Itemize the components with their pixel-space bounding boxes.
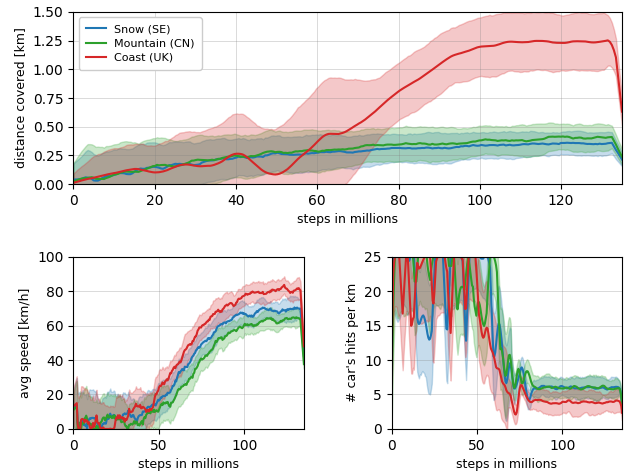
Mountain (CN) [216,156,224,162]
X-axis label: steps in millions: steps in millions [138,458,239,471]
Snow (SE) [447,146,454,151]
Snow (SE) [155,165,163,171]
Y-axis label: distance covered [km]: distance covered [km] [14,27,27,168]
X-axis label: steps in millions: steps in millions [456,458,557,471]
Coast (UK) [90,175,98,181]
Coast (UK) [618,109,626,115]
Line: Mountain (CN): Mountain (CN) [73,137,622,181]
Coast (UK) [257,166,265,172]
Line: Coast (UK): Coast (UK) [73,40,622,183]
Legend: Snow (SE), Mountain (CN), Coast (UK): Snow (SE), Mountain (CN), Coast (UK) [79,18,202,70]
Snow (SE) [218,155,226,161]
Snow (SE) [94,178,101,183]
Mountain (CN) [70,178,77,184]
Mountain (CN) [90,175,98,181]
Snow (SE) [618,157,626,163]
Mountain (CN) [383,142,391,147]
Snow (SE) [259,154,267,160]
Y-axis label: avg speed [km/h]: avg speed [km/h] [19,288,32,398]
Coast (UK) [445,55,452,61]
Coast (UK) [216,160,224,165]
Mountain (CN) [445,141,452,146]
Coast (UK) [70,180,77,186]
Snow (SE) [563,140,571,146]
X-axis label: steps in millions: steps in millions [297,213,398,227]
Snow (SE) [90,178,98,183]
Coast (UK) [604,37,612,43]
Mountain (CN) [559,134,567,139]
Mountain (CN) [153,162,161,168]
Coast (UK) [383,97,391,103]
Snow (SE) [386,146,394,151]
Y-axis label: # car's hits per km: # car's hits per km [346,283,359,402]
Mountain (CN) [257,151,265,157]
Mountain (CN) [618,154,626,160]
Line: Snow (SE): Snow (SE) [73,143,622,181]
Coast (UK) [153,170,161,175]
Snow (SE) [70,177,77,182]
